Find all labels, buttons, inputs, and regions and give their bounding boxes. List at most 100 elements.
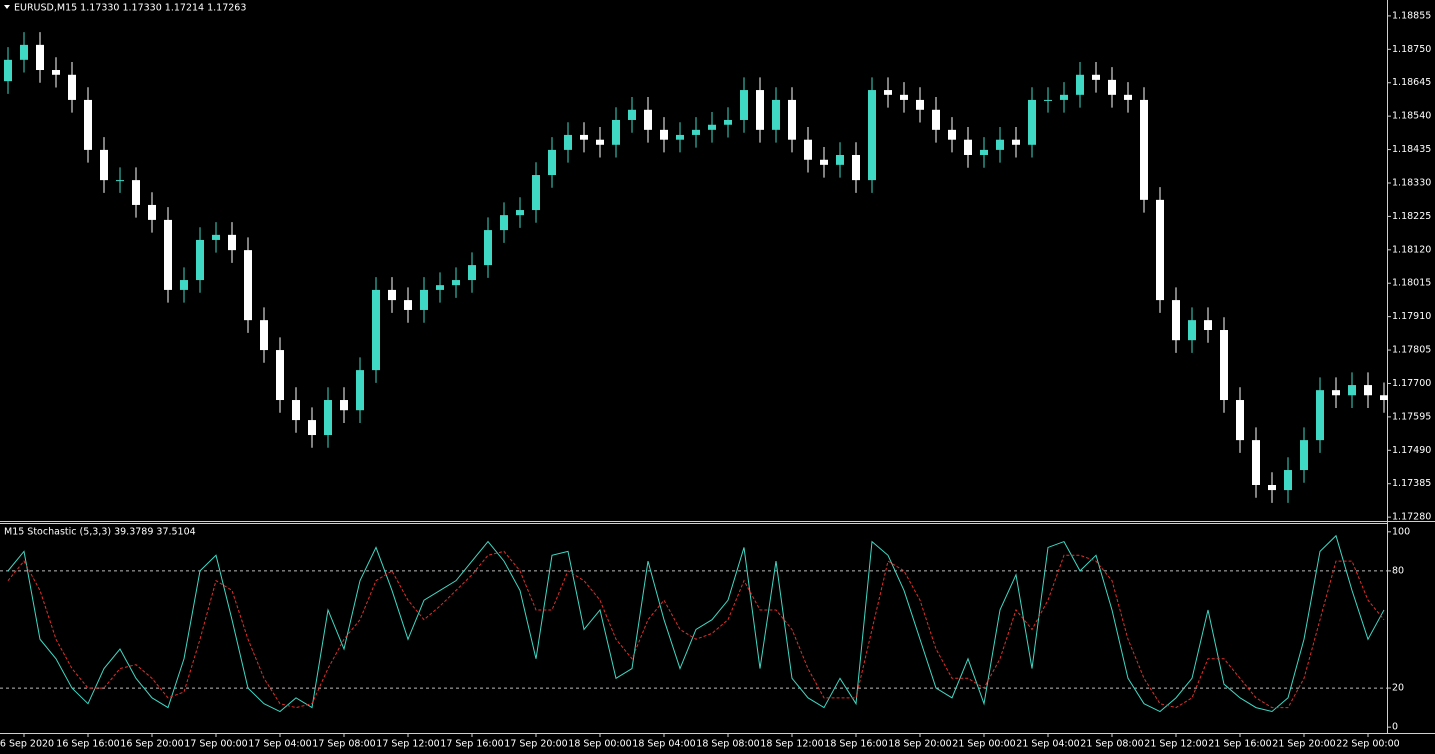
candle-body (148, 204, 156, 220)
candle-body (1316, 390, 1324, 441)
candle-body (292, 400, 300, 421)
candle-body (916, 99, 924, 110)
candle-body (1012, 139, 1020, 145)
y-tick-label: 1.17805 (1392, 345, 1431, 356)
candle-body (100, 149, 108, 181)
candle-body (644, 109, 652, 130)
candle-body (868, 90, 876, 181)
y-tick-label: 1.18225 (1392, 211, 1431, 222)
candle-body (500, 215, 508, 231)
candle-body (1236, 400, 1244, 441)
candle-body (804, 139, 812, 160)
x-tick-label: 17 Sep 16:00 (440, 739, 503, 750)
stochastic-line (7, 534, 1385, 713)
y-tick-label: 1.18645 (1392, 77, 1431, 88)
candle-body (676, 134, 684, 140)
menu-triangle[interactable] (4, 5, 10, 9)
candle-body (772, 99, 780, 130)
y-tick-label: 1.17910 (1392, 311, 1431, 322)
x-tick-label: 21 Sep 16:00 (1208, 739, 1271, 750)
candle-body (52, 70, 60, 75)
candle-body (1188, 320, 1196, 341)
candle-body (1204, 320, 1212, 331)
x-tick-label: 21 Sep 08:00 (1080, 739, 1143, 750)
candle-body (1332, 390, 1340, 396)
candle-body (244, 250, 252, 321)
x-tick-label: 18 Sep 16:00 (824, 739, 887, 750)
candle-body (468, 265, 476, 281)
candle-body (1028, 99, 1036, 145)
candle-body (1284, 470, 1292, 491)
candle-body (628, 109, 636, 120)
x-tick-label: 16 Sep 20:00 (120, 739, 183, 750)
candle-body (4, 59, 12, 82)
candle-body (372, 289, 380, 371)
candle-body (84, 99, 92, 150)
candle-body (308, 420, 316, 436)
x-tick-label: 17 Sep 04:00 (248, 739, 311, 750)
candle-body (1268, 484, 1276, 491)
y-tick-label: 1.18855 (1392, 10, 1431, 21)
candle-body (836, 154, 844, 165)
candle-body (1124, 94, 1132, 100)
candle-body (324, 400, 332, 436)
x-tick-label: 17 Sep 08:00 (312, 739, 375, 750)
x-tick-label: 21 Sep 04:00 (1016, 739, 1079, 750)
candle-body (20, 44, 28, 60)
y-tick-label: 1.17490 (1392, 445, 1431, 456)
y-tick-label: 1.18435 (1392, 144, 1431, 155)
candle-body (852, 154, 860, 181)
candle-body (1300, 440, 1308, 471)
candle-body (212, 234, 220, 240)
x-tick-label: 17 Sep 20:00 (504, 739, 567, 750)
candle-body (196, 239, 204, 281)
candle-body (1364, 385, 1372, 396)
candle-body (1156, 199, 1164, 301)
y-tick-label: 1.18330 (1392, 177, 1431, 188)
x-tick-label: 21 Sep 20:00 (1272, 739, 1335, 750)
y-tick-label: 80 (1392, 565, 1404, 576)
x-tick-label: 17 Sep 12:00 (376, 739, 439, 750)
candle-body (356, 370, 364, 411)
candle-body (36, 44, 44, 71)
candle-body (1108, 79, 1116, 95)
candle-body (708, 124, 716, 130)
candle-body (724, 119, 732, 125)
candle-body (388, 289, 396, 301)
candle-body (132, 180, 140, 205)
chart-info: EURUSD,M15 1.17330 1.17330 1.17214 1.172… (14, 3, 246, 14)
y-tick-label: 1.17700 (1392, 378, 1431, 389)
candle-body (1172, 300, 1180, 341)
x-tick-label: 22 Sep 00:00 (1336, 739, 1399, 750)
candle-body (116, 180, 124, 182)
candle-body (1076, 74, 1084, 95)
candle-body (980, 149, 988, 155)
x-tick-label: 21 Sep 00:00 (952, 739, 1015, 750)
candle-body (484, 230, 492, 266)
candle-body (756, 90, 764, 130)
candle-body (612, 119, 620, 145)
candle-body (900, 94, 908, 100)
candle-body (516, 210, 524, 216)
candle-body (964, 139, 972, 155)
x-tick-label: 18 Sep 08:00 (696, 739, 759, 750)
y-tick-label: 20 (1392, 683, 1404, 694)
y-tick-label: 1.18540 (1392, 111, 1431, 122)
x-tick-label: 17 Sep 00:00 (184, 739, 247, 750)
candle-body (740, 90, 748, 120)
y-tick-label: 0 (1392, 722, 1398, 733)
y-tick-label: 1.17385 (1392, 478, 1431, 489)
stochastic-line (7, 550, 1385, 709)
indicator-info: M15 Stochastic (5,3,3) 39.3789 37.5104 (4, 527, 196, 538)
y-tick-label: 1.18120 (1392, 244, 1431, 255)
candle-body (1044, 99, 1052, 101)
candle-body (948, 129, 956, 140)
y-tick-label: 1.18750 (1392, 44, 1431, 55)
candle-body (996, 139, 1004, 150)
candle-body (788, 99, 796, 140)
candle-body (548, 149, 556, 176)
candle-body (1092, 74, 1100, 80)
